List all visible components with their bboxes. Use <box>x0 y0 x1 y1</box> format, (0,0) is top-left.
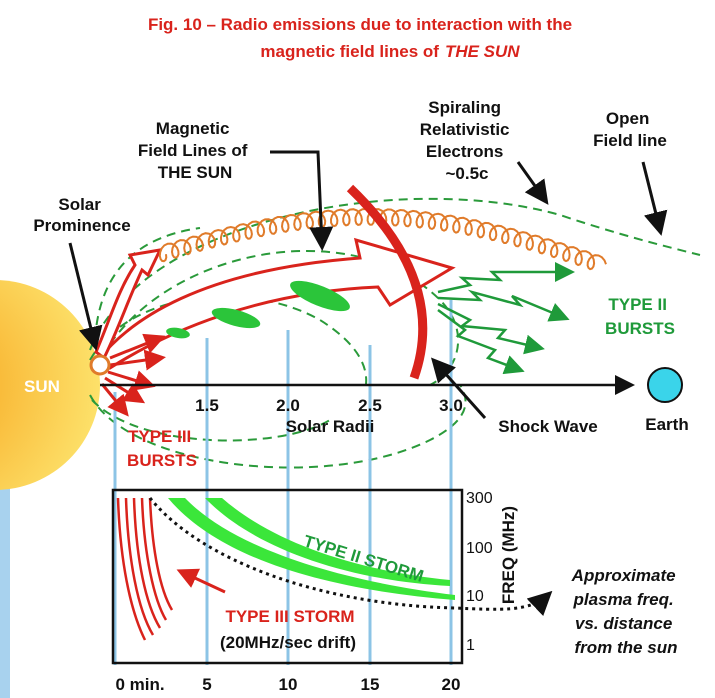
label-line: TYPE II <box>608 295 667 314</box>
radii-label: Solar Radii <box>286 417 375 436</box>
time-tick-label: 5 <box>202 675 211 694</box>
plasma-note: Approximate plasma freq. vs. distance fr… <box>571 566 681 657</box>
freq-tick-label: 100 <box>466 540 493 557</box>
time-tick-label: 10 <box>279 675 298 694</box>
earth <box>648 368 682 402</box>
electrons-label: Spiraling Relativistic Electrons ~0.5c <box>420 98 515 183</box>
pointer-arrows-part <box>643 162 660 230</box>
label-line: THE SUN <box>158 163 233 182</box>
label-line: Electrons <box>426 142 503 161</box>
label-line: Magnetic <box>156 119 230 138</box>
label-line: Field line <box>593 131 667 150</box>
label-line: Spiraling <box>428 98 501 117</box>
page-body: Fig. 10 – Radio emissions due to interac… <box>0 0 715 698</box>
type2-arrows <box>438 272 570 370</box>
freq-axis-label: FREQ (MHz) <box>499 506 518 604</box>
title-emphasis: THE SUN <box>445 42 520 61</box>
radii-tick-label: 3.0 <box>439 396 463 415</box>
label-line: vs. distance <box>575 614 672 633</box>
prominence <box>91 356 109 374</box>
label-line: plasma freq. <box>573 590 674 609</box>
freq-tick-label: 300 <box>466 490 493 507</box>
radii-tick-label: 2.5 <box>358 396 382 415</box>
pointer-arrows-part <box>270 152 322 245</box>
time-ticks: 0 min. 5 10 15 20 <box>115 675 460 694</box>
diagram: Fig. 10 – Radio emissions due to interac… <box>0 0 715 698</box>
label-line: from the sun <box>575 638 678 657</box>
open-field-label: Open Field line <box>593 109 667 150</box>
type3-storm-traces-part <box>150 498 172 610</box>
label-line: Open <box>606 109 649 128</box>
page: Radio emissions diagram { "title": {"lin… <box>0 0 715 698</box>
earth-label: Earth <box>645 415 688 434</box>
radii-tick-label: 1.5 <box>195 396 219 415</box>
time-tick-label: 15 <box>361 675 380 694</box>
type2-label: TYPE II BURSTS <box>605 295 675 338</box>
freq-ticks: 300 100 10 1 <box>466 490 493 654</box>
shock-label: Shock Wave <box>498 417 598 436</box>
type3-storm-traces-part <box>142 498 166 620</box>
radii-ticks: 1.5 2.0 2.5 3.0 <box>195 396 463 415</box>
type3-label: TYPE III BURSTS <box>127 427 197 470</box>
freq-tick-label: 1 <box>466 637 475 654</box>
label-line: ~0.5c <box>445 164 488 183</box>
type3-storm-traces <box>118 498 172 640</box>
pointer-arrows-part <box>518 162 545 200</box>
type2-arrows-part <box>438 304 540 348</box>
field-lines-label: Magnetic Field Lines of THE SUN <box>138 119 252 182</box>
freq-tick-label: 10 <box>466 588 484 605</box>
drift-label: (20MHz/sec drift) <box>220 633 356 652</box>
prominence-label: Solar Prominence <box>33 195 130 235</box>
radii-tick-label: 2.0 <box>276 396 300 415</box>
type2-arrows-part <box>438 272 570 292</box>
type3-storm-label: TYPE III STORM <box>225 607 354 626</box>
label-line: Relativistic <box>420 120 510 139</box>
title-line2: magnetic field lines of THE SUN <box>260 42 520 61</box>
sun-label: SUN <box>24 377 60 396</box>
label-line: BURSTS <box>127 451 197 470</box>
label-line: TYPE III <box>128 427 191 446</box>
time-tick-label: 20 <box>442 675 461 694</box>
label-line: BURSTS <box>605 319 675 338</box>
time-tick-label: 0 min. <box>115 675 164 694</box>
label-line: Approximate <box>571 566 676 585</box>
title-text: magnetic field lines of <box>260 42 439 61</box>
label-line: Solar <box>58 195 101 214</box>
label-line: Field Lines of <box>138 141 248 160</box>
storm-arrow <box>182 572 225 592</box>
title-line1: Fig. 10 – Radio emissions due to interac… <box>148 15 572 34</box>
label-line: Prominence <box>33 216 130 235</box>
